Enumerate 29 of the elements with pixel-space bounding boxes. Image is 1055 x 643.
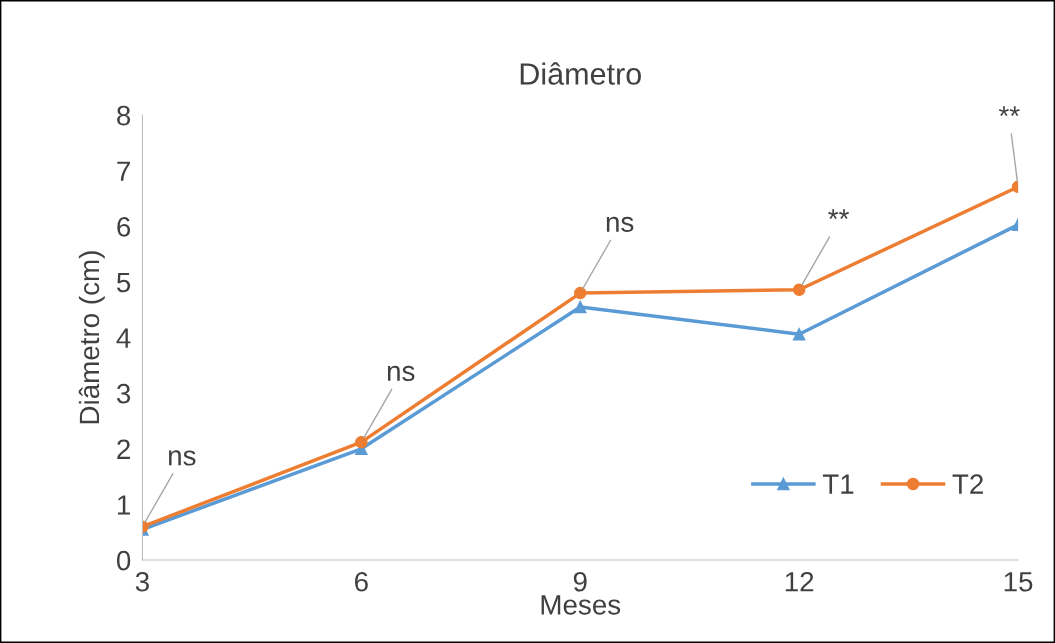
point [792, 327, 806, 341]
point [355, 435, 368, 449]
point [792, 283, 806, 296]
x-tick-label: 12 [785, 571, 814, 592]
y-tick-label: 3 [116, 383, 131, 404]
y-tick-label: 0 [116, 550, 131, 571]
point [573, 286, 587, 300]
x-tick-label: 3 [135, 571, 149, 592]
y-tick-label: 5 [116, 272, 131, 293]
y-tick-label: 1 [117, 495, 130, 515]
y-tick-label: 7 [117, 161, 130, 181]
x-tick-label: 9 [573, 571, 587, 592]
y-tick-label: 4 [116, 328, 131, 348]
annotation: ns [387, 365, 415, 382]
legend-label: T2 [952, 474, 983, 494]
annotation: ** [828, 209, 849, 219]
y-tick-label: 8 [117, 105, 131, 126]
x-tick-label: 6 [355, 571, 368, 592]
x-axis-title: Meses [541, 595, 621, 615]
x-tick-label: 15 [1004, 572, 1033, 592]
y-axis-title: Diâmetro (cm) [78, 251, 105, 424]
annotation: ns [606, 216, 634, 232]
annotation: ** [998, 106, 1020, 117]
point [573, 300, 587, 314]
y-tick-label: 6 [117, 217, 131, 237]
annotation: ns [169, 450, 196, 466]
y-tick-label: 2 [117, 439, 130, 459]
legend-label: T1 [822, 474, 854, 494]
chart-title: Diâmetro [520, 62, 641, 85]
